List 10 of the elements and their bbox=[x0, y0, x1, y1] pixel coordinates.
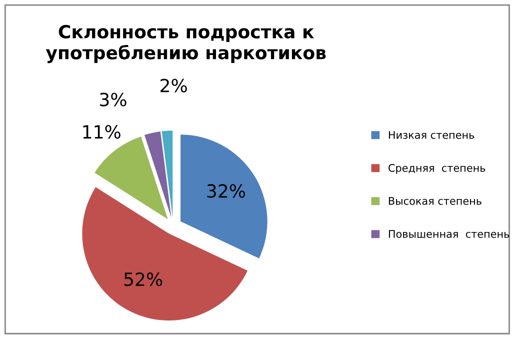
data-label: 11% bbox=[83, 125, 120, 139]
legend-label: Высокая степень bbox=[388, 197, 482, 205]
data-label: 52% bbox=[124, 272, 162, 286]
data-label: 2% bbox=[160, 78, 187, 92]
legend-label: Низкая степень bbox=[388, 131, 474, 139]
legend-label: Средняя степень bbox=[388, 164, 486, 174]
data-label: 3% bbox=[100, 92, 126, 106]
chart-title: Склонность подростка к употреблению наркотиков bbox=[46, 24, 326, 64]
data-label: 32% bbox=[207, 184, 246, 198]
legend-label: Повышенная степень bbox=[388, 230, 510, 238]
